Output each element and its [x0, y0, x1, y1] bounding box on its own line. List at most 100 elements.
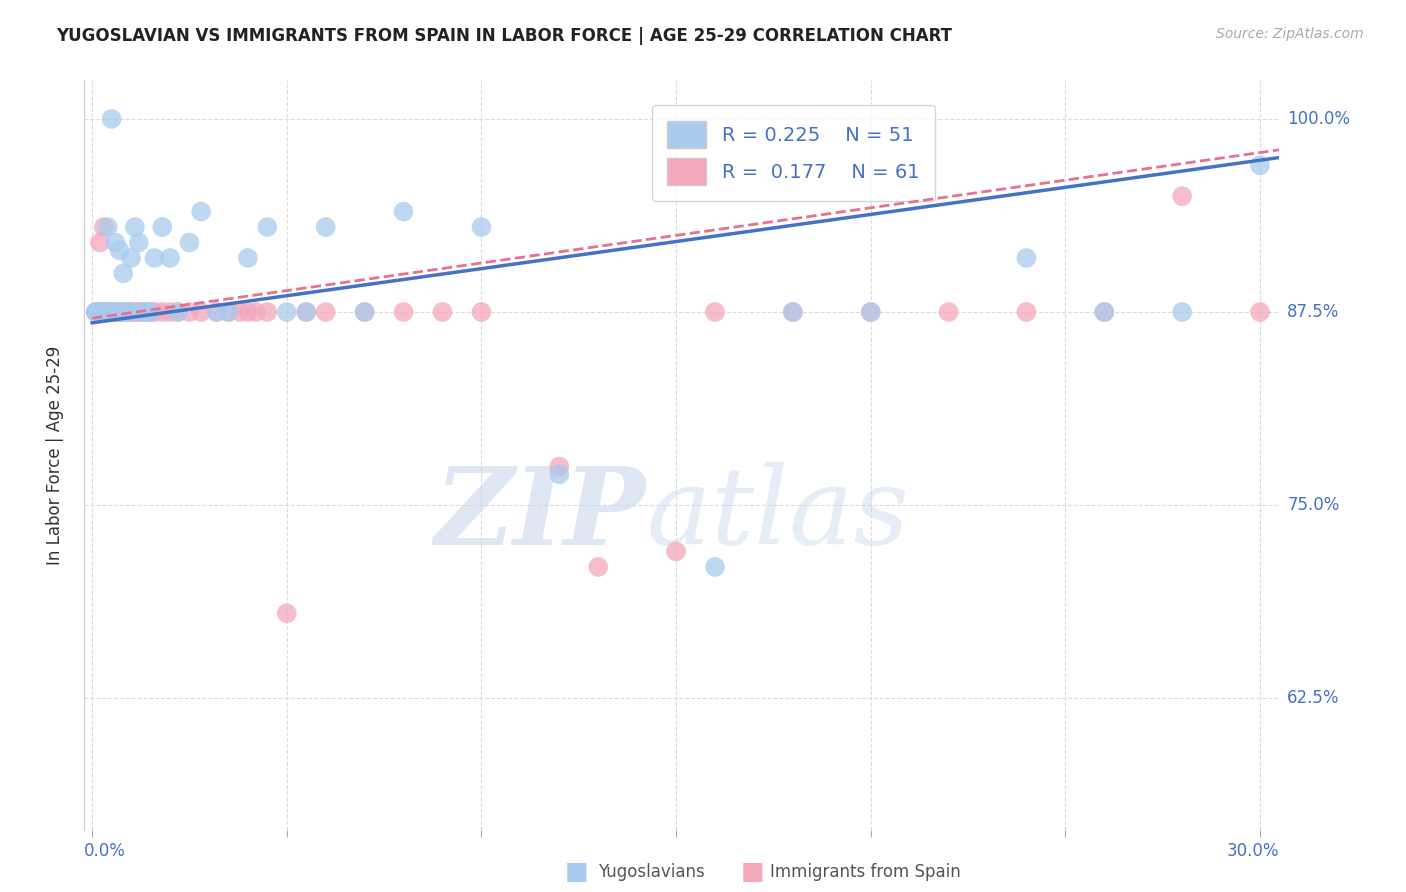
Text: ■: ■ — [565, 861, 588, 884]
Point — [1015, 305, 1038, 319]
Point — [190, 204, 212, 219]
Text: Source: ZipAtlas.com: Source: ZipAtlas.com — [1216, 27, 1364, 41]
Point — [84, 305, 107, 319]
Point — [84, 305, 107, 319]
Text: 100.0%: 100.0% — [1288, 110, 1350, 128]
Point — [112, 305, 135, 319]
Point — [470, 305, 492, 319]
Point — [236, 251, 259, 265]
Point — [93, 305, 115, 319]
Point — [938, 305, 960, 319]
Point — [217, 305, 239, 319]
Point — [108, 305, 131, 319]
Point — [295, 305, 318, 319]
Point — [217, 305, 239, 319]
Point — [179, 235, 201, 250]
Point — [150, 220, 173, 235]
Point — [128, 235, 150, 250]
Point — [89, 235, 111, 250]
Text: Yugoslavians: Yugoslavians — [598, 863, 704, 881]
Point — [276, 305, 298, 319]
Point — [100, 305, 122, 319]
Point — [97, 305, 120, 319]
Point — [205, 305, 228, 319]
Point — [159, 251, 181, 265]
Point — [229, 305, 252, 319]
Point — [236, 305, 259, 319]
Point — [100, 305, 122, 319]
Text: 62.5%: 62.5% — [1288, 690, 1340, 707]
Point — [245, 305, 267, 319]
Point — [704, 305, 727, 319]
Point — [104, 235, 127, 250]
Y-axis label: In Labor Force | Age 25-29: In Labor Force | Age 25-29 — [45, 345, 63, 565]
Point — [112, 266, 135, 280]
Point — [100, 305, 122, 319]
Point — [859, 305, 882, 319]
Point — [548, 459, 571, 474]
Point — [143, 305, 166, 319]
Point — [586, 560, 609, 574]
Point — [1015, 251, 1038, 265]
Point — [665, 544, 688, 558]
Text: ■: ■ — [741, 861, 763, 884]
Point — [115, 305, 138, 319]
Point — [132, 305, 155, 319]
Text: 75.0%: 75.0% — [1288, 496, 1340, 514]
Text: 30.0%: 30.0% — [1227, 842, 1279, 860]
Point — [135, 305, 157, 319]
Point — [256, 220, 278, 235]
Point — [115, 305, 138, 319]
Point — [315, 220, 337, 235]
Point — [1171, 305, 1194, 319]
Point — [392, 305, 415, 319]
Point — [205, 305, 228, 319]
Point — [120, 251, 142, 265]
Text: YUGOSLAVIAN VS IMMIGRANTS FROM SPAIN IN LABOR FORCE | AGE 25-29 CORRELATION CHAR: YUGOSLAVIAN VS IMMIGRANTS FROM SPAIN IN … — [56, 27, 952, 45]
Point — [432, 305, 454, 319]
Point — [315, 305, 337, 319]
Point — [93, 305, 115, 319]
Point — [1171, 189, 1194, 203]
Point — [97, 220, 120, 235]
Point — [190, 305, 212, 319]
Point — [1249, 158, 1271, 172]
Point — [1092, 305, 1115, 319]
Point — [139, 305, 162, 319]
Point — [100, 305, 122, 319]
Point — [139, 305, 162, 319]
Point — [782, 305, 804, 319]
Point — [704, 560, 727, 574]
Point — [150, 305, 173, 319]
Point — [392, 204, 415, 219]
Point — [353, 305, 375, 319]
Point — [84, 305, 107, 319]
Point — [132, 305, 155, 319]
Point — [84, 305, 107, 319]
Text: ZIP: ZIP — [434, 462, 647, 568]
Point — [124, 220, 146, 235]
Text: 0.0%: 0.0% — [84, 842, 127, 860]
Point — [108, 305, 131, 319]
Point — [166, 305, 188, 319]
Point — [84, 305, 107, 319]
Point — [108, 244, 131, 258]
Point — [104, 305, 127, 319]
Point — [1249, 305, 1271, 319]
Point — [93, 305, 115, 319]
Point — [120, 305, 142, 319]
Point — [115, 305, 138, 319]
Point — [276, 607, 298, 621]
Point — [112, 305, 135, 319]
Point — [112, 305, 135, 319]
Point — [166, 305, 188, 319]
Point — [89, 305, 111, 319]
Point — [89, 305, 111, 319]
Point — [97, 305, 120, 319]
Point — [782, 305, 804, 319]
Text: Immigrants from Spain: Immigrants from Spain — [770, 863, 962, 881]
Point — [89, 305, 111, 319]
Point — [120, 305, 142, 319]
Text: atlas: atlas — [647, 462, 910, 567]
Point — [256, 305, 278, 319]
